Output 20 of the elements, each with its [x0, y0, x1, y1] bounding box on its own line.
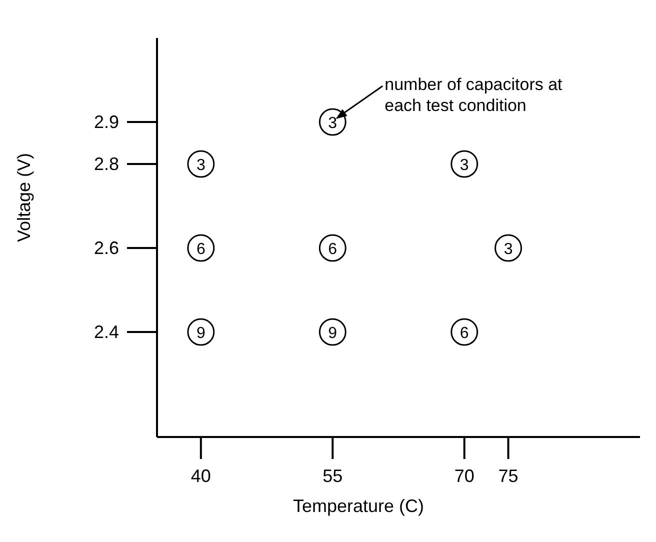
x-axis-title: Temperature (C) — [292, 496, 424, 516]
y-tick-label: 2.4 — [94, 322, 119, 342]
y-tick-label: 2.6 — [94, 238, 119, 258]
annotation: 3 — [196, 157, 206, 174]
annotation: 3 — [460, 157, 469, 174]
x-tick-label: 40 — [190, 466, 211, 486]
annotation: 6 — [460, 325, 469, 342]
annotation: number of capacitors at each test condition — [384, 75, 563, 115]
annotation: 3 — [328, 115, 338, 132]
annotation: 3 — [504, 241, 513, 258]
x-tick-label: 55 — [322, 466, 343, 486]
y-axis-title: Voltage (V) — [14, 152, 34, 242]
y-tick-label: 2.8 — [94, 154, 119, 174]
annotation: 6 — [328, 241, 338, 258]
x-tick-label: 75 — [498, 466, 518, 486]
annotation: 9 — [328, 325, 338, 342]
annotation: 6 — [196, 241, 206, 258]
y-tick-label: 2.9 — [94, 112, 119, 132]
x-tick-label: 70 — [454, 466, 474, 486]
annotation: 9 — [196, 325, 206, 342]
